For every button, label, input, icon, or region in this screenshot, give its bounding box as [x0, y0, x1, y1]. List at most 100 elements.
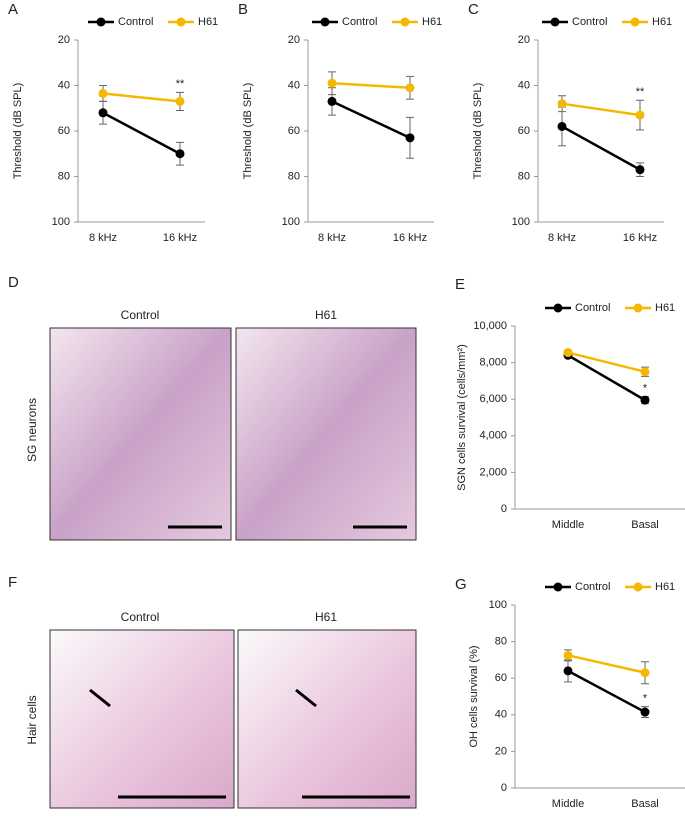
- histology-image: [49, 629, 235, 809]
- significance-label: **: [176, 78, 185, 90]
- panel-letter: C: [468, 1, 479, 18]
- data-point: [563, 650, 573, 660]
- histology-image: [237, 629, 417, 809]
- legend-marker: [320, 17, 330, 27]
- legend-marker: [633, 303, 643, 313]
- y-tick-label: 40: [518, 79, 530, 91]
- y-tick-label: 100: [282, 216, 300, 228]
- legend-marker: [96, 17, 106, 27]
- y-tick-label: 8,000: [479, 357, 507, 369]
- arrow: [89, 688, 111, 708]
- series-line: [567, 354, 646, 402]
- data-point: [327, 96, 337, 106]
- y-tick-label: 0: [501, 503, 507, 515]
- y-axis-label: OH cells survival (%): [468, 645, 480, 747]
- legend-label: Control: [342, 16, 377, 28]
- y-tick-label: 60: [288, 125, 300, 137]
- series-line: [102, 111, 181, 155]
- panel-letter: E: [455, 276, 465, 293]
- x-tick-label: Middle: [552, 519, 584, 531]
- series-line: [567, 351, 646, 373]
- data-point: [640, 707, 650, 717]
- x-tick-label: 8 kHz: [89, 232, 117, 244]
- legend-marker: [553, 303, 563, 313]
- data-point: [563, 666, 573, 676]
- data-point: [98, 88, 108, 98]
- significance-label: *: [643, 692, 648, 704]
- data-point: [175, 149, 185, 159]
- legend-marker: [630, 17, 640, 27]
- panel-letter: D: [8, 274, 19, 291]
- histology-image: [235, 327, 417, 541]
- y-tick-label: 10,000: [473, 320, 507, 332]
- legend-marker: [176, 17, 186, 27]
- legend-marker: [633, 582, 643, 592]
- panel-letter: F: [8, 574, 17, 591]
- y-tick-label: 6,000: [479, 393, 507, 405]
- data-point: [640, 367, 650, 377]
- legend-label: H61: [652, 16, 672, 28]
- legend-label: H61: [422, 16, 442, 28]
- series-line: [102, 92, 181, 103]
- x-tick-label: Basal: [631, 519, 659, 531]
- y-tick-label: 20: [288, 34, 300, 46]
- x-tick-label: 16 kHz: [623, 232, 657, 244]
- y-tick-label: 100: [489, 599, 507, 611]
- data-point: [640, 668, 650, 678]
- significance-label: *: [643, 382, 648, 394]
- y-tick-label: 2,000: [479, 466, 507, 478]
- x-tick-label: 16 kHz: [393, 232, 427, 244]
- y-tick-label: 100: [512, 216, 530, 228]
- legend-marker: [553, 582, 563, 592]
- y-tick-label: 40: [58, 79, 70, 91]
- y-axis-label: Threshold (dB SPL): [242, 83, 254, 180]
- x-tick-label: 16 kHz: [163, 232, 197, 244]
- y-tick-label: 20: [58, 34, 70, 46]
- x-tick-label: 8 kHz: [548, 232, 576, 244]
- y-tick-label: 20: [518, 34, 530, 46]
- y-tick-label: 0: [501, 782, 507, 794]
- row-label: SG neurons: [25, 398, 39, 462]
- row-label: Hair cells: [25, 695, 39, 744]
- series-line: [561, 125, 641, 171]
- x-tick-label: 8 kHz: [318, 232, 346, 244]
- legend-label: Control: [572, 16, 607, 28]
- image-caption: Control: [121, 308, 160, 322]
- image-caption: H61: [315, 308, 337, 322]
- data-point: [98, 108, 108, 118]
- legend-marker: [400, 17, 410, 27]
- legend-marker: [550, 17, 560, 27]
- panel-letter: G: [455, 576, 467, 593]
- x-tick-label: Basal: [631, 798, 659, 810]
- image-caption: Control: [121, 610, 160, 624]
- y-tick-label: 60: [495, 672, 507, 684]
- image-caption: H61: [315, 610, 337, 624]
- data-point: [405, 83, 415, 93]
- legend-label: Control: [575, 302, 610, 314]
- arrow: [295, 688, 317, 708]
- y-axis-label: SGN cells survival (cells/mm²): [456, 344, 468, 491]
- data-point: [405, 133, 415, 143]
- data-point: [557, 121, 567, 131]
- panel-letter: A: [8, 1, 18, 18]
- data-point: [557, 99, 567, 109]
- legend-label: H61: [655, 581, 675, 593]
- y-tick-label: 80: [58, 170, 70, 182]
- data-point: [563, 348, 573, 358]
- y-axis-label: Threshold (dB SPL): [12, 83, 24, 180]
- data-point: [640, 395, 650, 405]
- y-tick-label: 80: [518, 170, 530, 182]
- y-tick-label: 4,000: [479, 430, 507, 442]
- legend-label: H61: [655, 302, 675, 314]
- histology-image: [49, 327, 232, 541]
- legend-label: Control: [118, 16, 153, 28]
- legend-label: Control: [575, 581, 610, 593]
- data-point: [635, 165, 645, 175]
- y-tick-label: 60: [518, 125, 530, 137]
- series-line: [567, 654, 646, 674]
- y-tick-label: 40: [288, 79, 300, 91]
- y-tick-label: 80: [288, 170, 300, 182]
- series-line: [331, 81, 411, 90]
- series-line: [567, 669, 646, 714]
